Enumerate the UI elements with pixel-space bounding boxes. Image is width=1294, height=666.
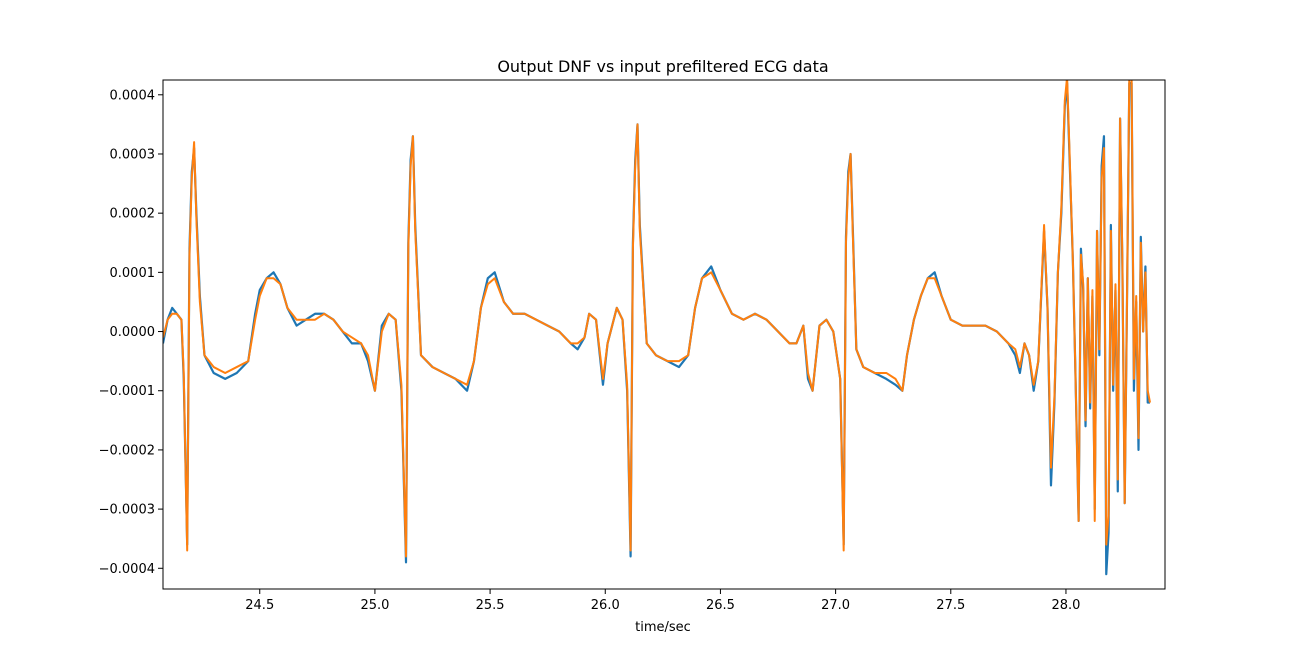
x-tick-label: 27.5 [936,598,965,613]
x-tick-label: 26.0 [591,598,620,613]
x-tick-label: 26.5 [706,598,735,613]
y-tick-label: −0.0003 [99,503,155,518]
y-tick-label: −0.0001 [99,384,155,399]
y-tick-label: 0.0002 [110,207,156,222]
y-tick-label: −0.0002 [99,443,155,458]
x-tick-label: 27.0 [821,598,850,613]
y-tick-label: 0.0001 [110,266,156,281]
x-tick-label: 25.0 [360,598,389,613]
y-tick-label: 0.0000 [110,325,156,340]
axes-layer: 24.5 25.0 25.5 26.0 26.5 27.0 27.5 28.0 −0.0004 −… [99,88,1081,613]
x-axis-label: time/sec [635,620,691,635]
x-tick-label: 28.0 [1051,598,1080,613]
x-tick-label: 25.5 [476,598,505,613]
y-tick-label: 0.0004 [110,88,156,103]
plot-frame [162,79,1166,590]
x-tick-label: 24.5 [245,598,274,613]
chart-title: Output DNF vs input prefiltered ECG data [497,57,828,76]
series-layer [163,80,1152,576]
y-tick-label: 0.0003 [110,147,156,162]
series-line-2 [163,80,1152,558]
y-tick-label: −0.0004 [99,562,155,577]
